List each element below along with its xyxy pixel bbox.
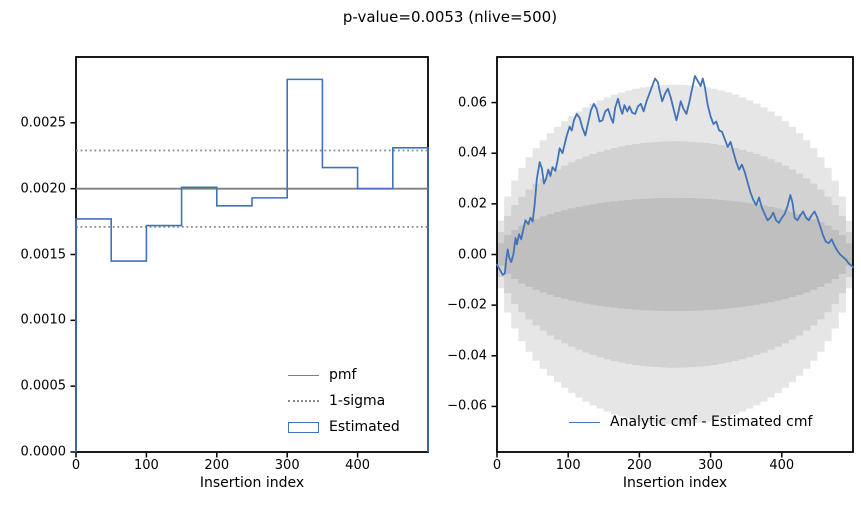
x-tick-label: 400	[769, 458, 795, 473]
y-tick-label: 0.04	[458, 145, 487, 161]
y-tick-label: 0.0020	[20, 181, 67, 197]
legend-label: Estimated	[329, 419, 400, 435]
y-tick-label: 0.00	[458, 247, 487, 262]
legend-label: 1-sigma	[329, 393, 386, 409]
x-tick-label: 0	[492, 458, 502, 473]
sigma-line-sample	[288, 400, 319, 402]
x-tick-label: 100	[555, 458, 581, 473]
x-tick-label: 100	[133, 458, 159, 473]
y-tick-label: 0.0005	[20, 378, 67, 394]
estimated-patch-sample	[288, 421, 319, 433]
y-tick-label: −0.06	[447, 398, 487, 414]
left-plot-canvas	[70, 56, 429, 458]
pmf-line-sample	[288, 374, 319, 376]
x-tick-label: 0	[71, 458, 81, 473]
x-tick-label: 300	[274, 458, 300, 473]
left-legend: pmf 1-sigma Estimated	[288, 362, 400, 440]
right-plot: Analytic cmf - Estimated cmf	[491, 56, 854, 458]
legend-item-analytic-cmf: Analytic cmf - Estimated cmf	[569, 409, 812, 435]
legend-label: pmf	[329, 367, 357, 383]
left-xaxis-label: Insertion index	[199, 475, 305, 491]
x-tick-label: 200	[626, 458, 652, 473]
figure-title: p-value=0.0053 (nlive=500)	[342, 8, 558, 26]
right-xaxis-label: Insertion index	[622, 475, 728, 491]
y-tick-label: 0.0010	[20, 312, 67, 328]
right-plot-canvas	[491, 56, 854, 458]
legend-label: Analytic cmf - Estimated cmf	[610, 414, 813, 430]
left-plot: pmf 1-sigma Estimated	[70, 56, 429, 458]
legend-item-pmf: pmf	[288, 362, 400, 388]
legend-item-1-sigma: 1-sigma	[288, 388, 400, 414]
cmf-line-sample	[569, 421, 600, 423]
x-tick-label: 400	[345, 458, 371, 473]
x-tick-label: 300	[698, 458, 724, 473]
y-tick-label: 0.02	[458, 196, 487, 212]
x-tick-label: 200	[204, 458, 230, 473]
y-tick-label: 0.06	[458, 95, 487, 111]
y-tick-label: 0.0025	[20, 115, 67, 131]
y-tick-label: 0.0015	[20, 247, 67, 262]
y-tick-label: −0.04	[447, 348, 487, 364]
right-legend: Analytic cmf - Estimated cmf	[569, 409, 812, 435]
y-tick-label: 0.0000	[20, 444, 67, 460]
y-tick-label: −0.02	[447, 297, 487, 313]
legend-item-estimated: Estimated	[288, 414, 400, 440]
